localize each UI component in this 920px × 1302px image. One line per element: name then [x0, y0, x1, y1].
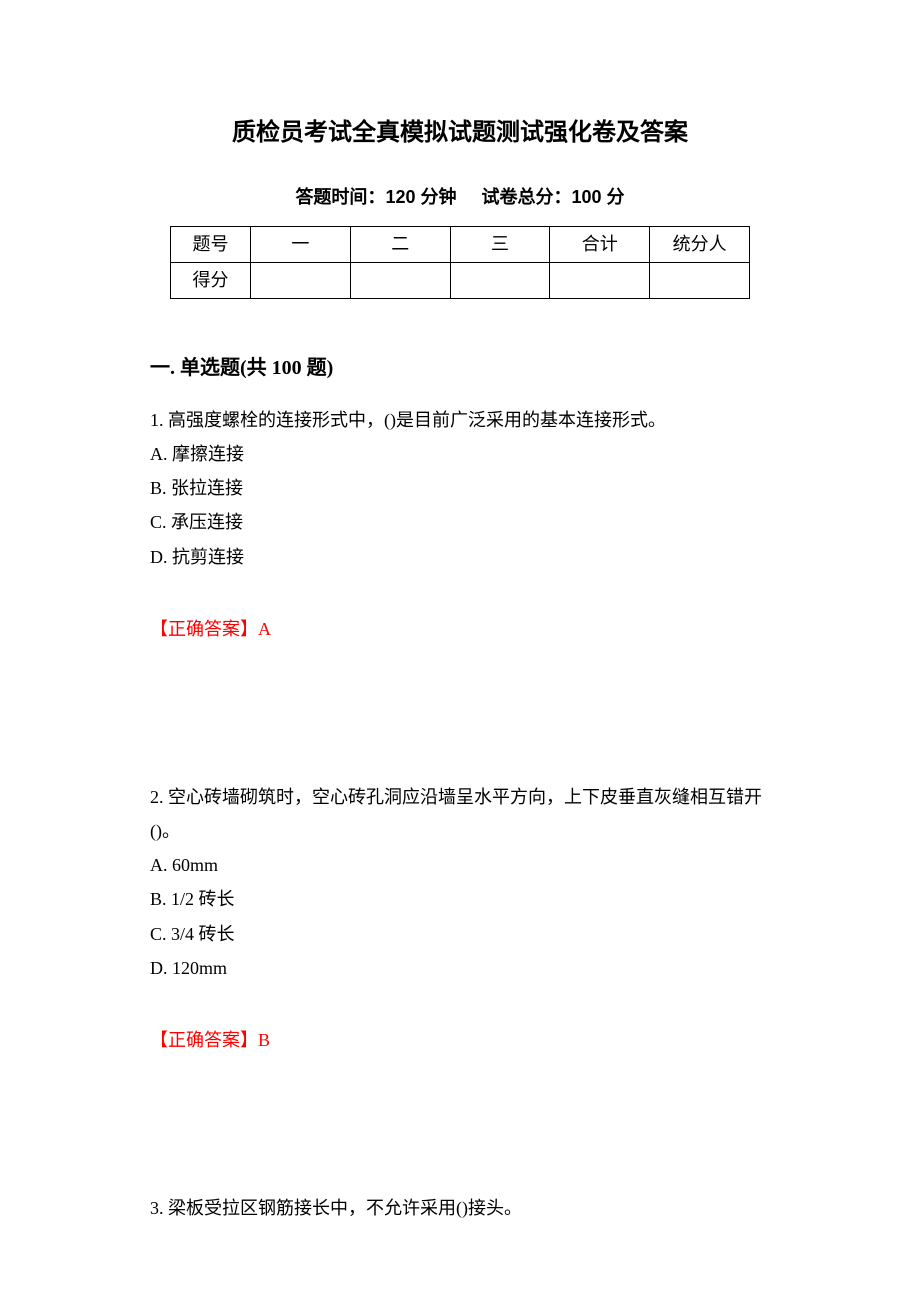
header-cell: 统分人 [650, 226, 750, 262]
question-text: 3. 梁板受拉区钢筋接长中，不允许采用()接头。 [150, 1191, 770, 1225]
score-label: 试卷总分： [482, 187, 572, 207]
score-cell [650, 262, 750, 298]
option: A. 60mm [150, 848, 770, 882]
question-block: 1. 高强度螺栓的连接形式中，()是目前广泛采用的基本连接形式。 A. 摩擦连接… [150, 403, 770, 646]
score-cell [350, 262, 450, 298]
option: C. 3/4 砖长 [150, 917, 770, 951]
score-cell [550, 262, 650, 298]
question-block: 3. 梁板受拉区钢筋接长中，不允许采用()接头。 [150, 1191, 770, 1225]
section-heading: 一. 单选题(共 100 题) [150, 349, 770, 387]
table-row: 得分 [171, 262, 750, 298]
answer-label: 【正确答案】 [150, 1030, 258, 1050]
answer-letter: B [258, 1030, 270, 1050]
question-text: 2. 空心砖墙砌筑时，空心砖孔洞应沿墙呈水平方向，上下皮垂直灰缝相互错开()。 [150, 780, 770, 848]
header-cell: 合计 [550, 226, 650, 262]
header-cell: 二 [350, 226, 450, 262]
header-cell: 题号 [171, 226, 251, 262]
answer: 【正确答案】B [150, 1023, 770, 1057]
header-cell: 一 [251, 226, 351, 262]
option: B. 1/2 砖长 [150, 882, 770, 916]
score-row-label: 得分 [171, 262, 251, 298]
option: D. 120mm [150, 951, 770, 985]
option: B. 张拉连接 [150, 471, 770, 505]
answer-letter: A [258, 619, 271, 639]
header-cell: 三 [450, 226, 550, 262]
question-block: 2. 空心砖墙砌筑时，空心砖孔洞应沿墙呈水平方向，上下皮垂直灰缝相互错开()。 … [150, 780, 770, 1057]
option: C. 承压连接 [150, 505, 770, 539]
option: A. 摩擦连接 [150, 437, 770, 471]
table-row: 题号 一 二 三 合计 统分人 [171, 226, 750, 262]
exam-meta: 答题时间：120 分钟 试卷总分：100 分 [150, 180, 770, 214]
score-table: 题号 一 二 三 合计 统分人 得分 [170, 226, 750, 299]
exam-title: 质检员考试全真模拟试题测试强化卷及答案 [150, 110, 770, 156]
question-text: 1. 高强度螺栓的连接形式中，()是目前广泛采用的基本连接形式。 [150, 403, 770, 437]
time-value: 120 分钟 [385, 187, 456, 207]
time-label: 答题时间： [295, 187, 385, 207]
score-cell [251, 262, 351, 298]
answer: 【正确答案】A [150, 612, 770, 646]
score-cell [450, 262, 550, 298]
option: D. 抗剪连接 [150, 540, 770, 574]
answer-label: 【正确答案】 [150, 619, 258, 639]
score-value: 100 分 [572, 187, 625, 207]
